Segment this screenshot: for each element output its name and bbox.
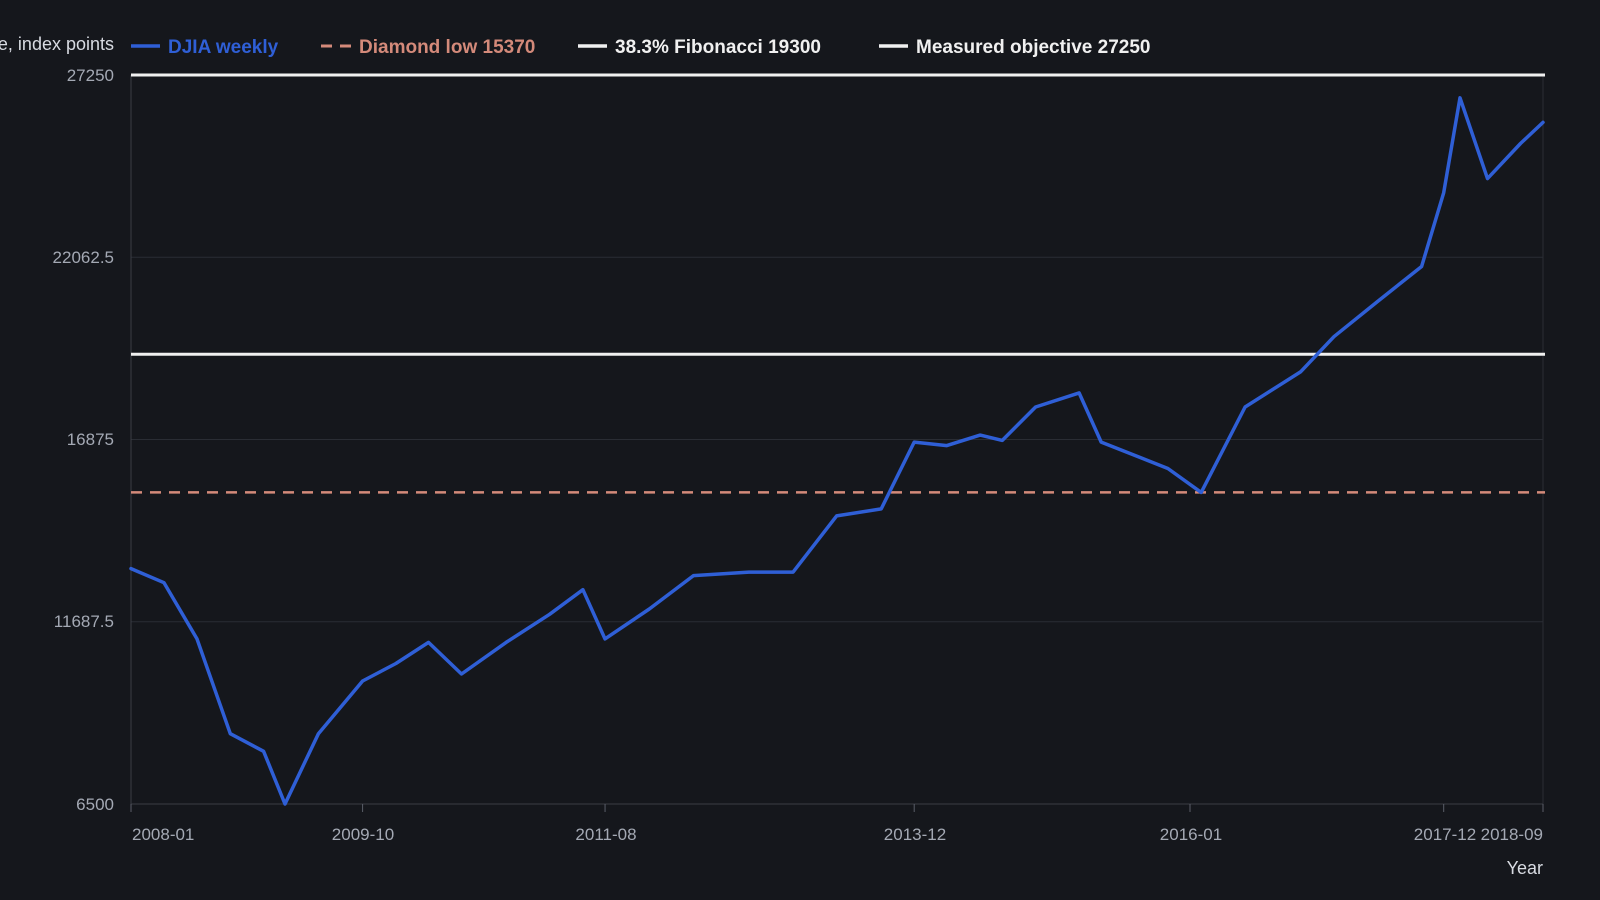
- djia-weekly-line: [129, 96, 1545, 806]
- x-axis: 2008-01 2009-10 2011-08 2013-12 2016-01 …: [130, 803, 1544, 878]
- y-tick-label: 16875: [67, 430, 114, 449]
- x-tick-label: 2017-12: [1414, 825, 1476, 844]
- x-tick-label: 2018-09: [1481, 825, 1543, 844]
- y-tick-label: 6500: [76, 795, 114, 814]
- legend-item-diamond-low: Diamond low 15370: [321, 37, 535, 58]
- y-tick-label: 22062.5: [53, 248, 114, 267]
- y-axis-title: Price, index points: [0, 34, 114, 54]
- x-tick-marks: [130, 804, 1544, 812]
- y-tick-label: 11687.5: [54, 612, 114, 631]
- legend-label-diamond-low: Diamond low 15370: [359, 37, 535, 58]
- legend: DJIA weekly Diamond low 15370 38.3% Fibo…: [131, 37, 1150, 58]
- x-tick-label: 2011-08: [575, 825, 636, 844]
- reference-lines: [131, 73, 1545, 494]
- legend-item-fibonacci: 38.3% Fibonacci 19300: [578, 37, 821, 58]
- x-axis-title: Year: [1507, 858, 1543, 878]
- x-tick-label: 2008-01: [132, 825, 194, 844]
- legend-item-measured-objective: Measured objective 27250: [879, 37, 1150, 58]
- legend-label-djia: DJIA weekly: [168, 37, 279, 58]
- legend-label-measured-objective: Measured objective 27250: [916, 37, 1150, 58]
- legend-item-djia: DJIA weekly: [131, 37, 279, 58]
- x-tick-label: 2009-10: [332, 825, 394, 844]
- x-tick-label: 2016-01: [1160, 825, 1222, 844]
- legend-label-fibonacci: 38.3% Fibonacci 19300: [615, 37, 821, 58]
- y-axis: Price, index points 27250 22062.5 16875 …: [0, 34, 132, 814]
- x-tick-label: 2013-12: [884, 825, 946, 844]
- grid-lines: [131, 74, 1544, 805]
- y-tick-label: 27250: [67, 66, 114, 85]
